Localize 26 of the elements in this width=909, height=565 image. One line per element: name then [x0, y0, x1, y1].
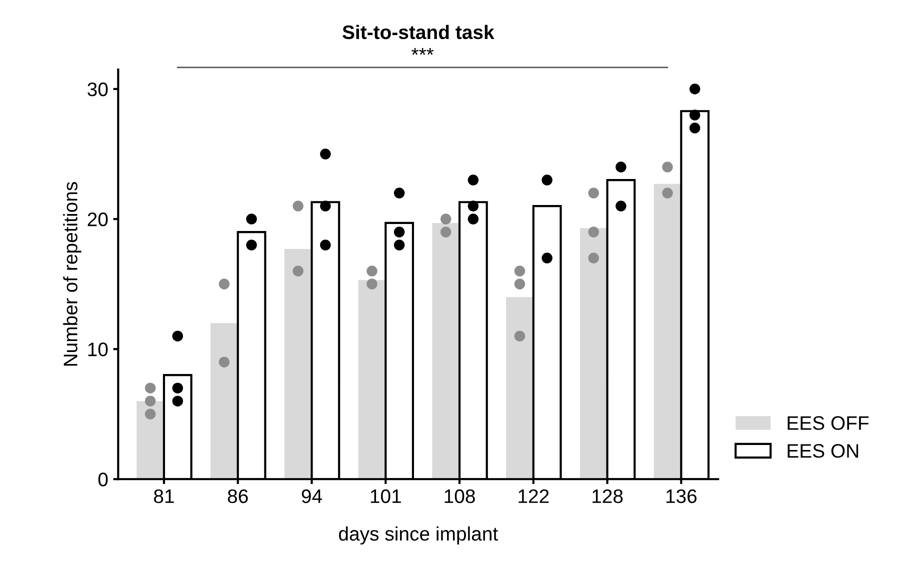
bar [432, 222, 460, 480]
y-tick-label: 10 [88, 342, 108, 356]
x-tick-label: 122 [518, 489, 549, 503]
x-tick-label: 94 [302, 489, 322, 504]
bar [136, 401, 164, 480]
bar [284, 248, 312, 480]
y-tick-label: 20 [88, 212, 108, 226]
bar [210, 323, 238, 480]
x-axis-title: days since implant [338, 526, 498, 545]
x-tick-label: 101 [370, 489, 401, 504]
x-tick-label: 81 [154, 489, 174, 504]
bar [580, 228, 608, 480]
bar [506, 297, 534, 480]
x-tick-label: 108 [444, 489, 475, 504]
x-tick-label: 128 [592, 489, 623, 504]
y-tick-label: 0 [98, 472, 108, 486]
legend-label: EES ON [788, 444, 858, 458]
text: *** [412, 48, 434, 55]
y-axis-title: Number of repetitions [63, 182, 82, 366]
chart-title: Sit-to-stand task [342, 24, 494, 40]
legend-label: EES OFF [788, 416, 869, 430]
y-tick-label: 30 [88, 82, 108, 96]
bar [358, 280, 386, 480]
bar [654, 184, 682, 480]
x-tick-label: 136 [666, 489, 697, 504]
x-tick-label: 86 [228, 489, 248, 504]
